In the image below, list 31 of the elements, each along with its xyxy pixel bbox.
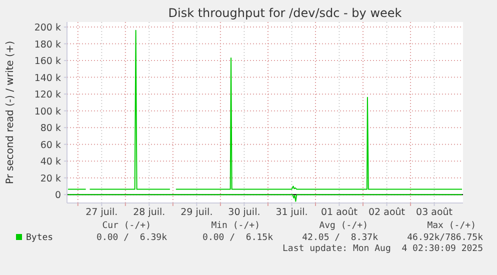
legend-label: Bytes — [26, 233, 54, 243]
y-tick-label: 40 k — [40, 156, 62, 168]
text: Avg (-/+) — [319, 221, 368, 231]
text: 42.05 / 8.37k — [302, 233, 379, 243]
text: Min (-/+) — [211, 221, 260, 231]
x-tick-label: 27 juil. — [86, 207, 118, 218]
text: 46.92k/786.75k — [407, 233, 484, 243]
y-tick-label: 200 k — [34, 22, 62, 34]
text: Max (-/+) — [427, 221, 476, 231]
y-tick-label: 60 k — [40, 140, 62, 151]
x-tick-label: 02 août — [368, 207, 406, 218]
x-tick-label: 29 juil. — [180, 207, 213, 218]
x-tick-label: 01 août — [321, 207, 358, 218]
y-tick-label: 20 k — [40, 173, 62, 184]
text: 0.00 / 6.39k — [96, 233, 168, 243]
x-tick-label: 31 juil. — [276, 207, 308, 218]
text: 0.00 / 6.15k — [202, 233, 274, 243]
y-tick-label: 100 k — [34, 106, 62, 118]
y-tick-label: 120 k — [34, 90, 62, 101]
x-tick-label: 30 juil. — [228, 207, 260, 218]
text: Last update: Mon Aug 4 02:30:09 2025 — [282, 244, 483, 254]
chart-title: Disk throughput for /dev/sdc - by week — [168, 6, 402, 20]
y-tick-label: 140 k — [34, 72, 62, 84]
y-axis-title: Pr second read (-) / write (+) — [5, 40, 16, 184]
y-tick-label: 0 — [54, 190, 61, 202]
y-tick-label: 160 k — [34, 56, 62, 68]
text: Cur (-/+) — [102, 221, 151, 231]
x-tick-label: 28 juil. — [133, 207, 166, 218]
y-tick-label: 80 k — [40, 123, 62, 134]
x-tick-label: 03 août — [416, 207, 453, 218]
y-tick-label: 180 k — [34, 39, 62, 50]
